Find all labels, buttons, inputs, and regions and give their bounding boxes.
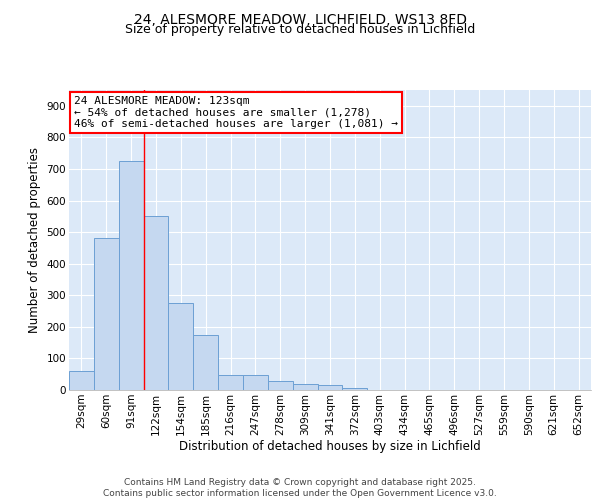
Y-axis label: Number of detached properties: Number of detached properties [28, 147, 41, 333]
Bar [143, 216, 169, 390]
Text: 24, ALESMORE MEADOW, LICHFIELD, WS13 8FD: 24, ALESMORE MEADOW, LICHFIELD, WS13 8FD [133, 12, 467, 26]
Bar [119, 161, 143, 390]
Text: Contains HM Land Registry data © Crown copyright and database right 2025.
Contai: Contains HM Land Registry data © Crown c… [103, 478, 497, 498]
Text: Size of property relative to detached houses in Lichfield: Size of property relative to detached ho… [125, 22, 475, 36]
Bar [94, 238, 119, 390]
X-axis label: Distribution of detached houses by size in Lichfield: Distribution of detached houses by size … [179, 440, 481, 454]
Bar [317, 386, 343, 390]
Bar [193, 334, 218, 390]
Bar [293, 384, 317, 390]
Bar [268, 380, 293, 390]
Bar [69, 371, 94, 390]
Bar [169, 303, 193, 390]
Text: 24 ALESMORE MEADOW: 123sqm
← 54% of detached houses are smaller (1,278)
46% of s: 24 ALESMORE MEADOW: 123sqm ← 54% of deta… [74, 96, 398, 129]
Bar [343, 388, 367, 390]
Bar [243, 375, 268, 390]
Bar [218, 375, 243, 390]
